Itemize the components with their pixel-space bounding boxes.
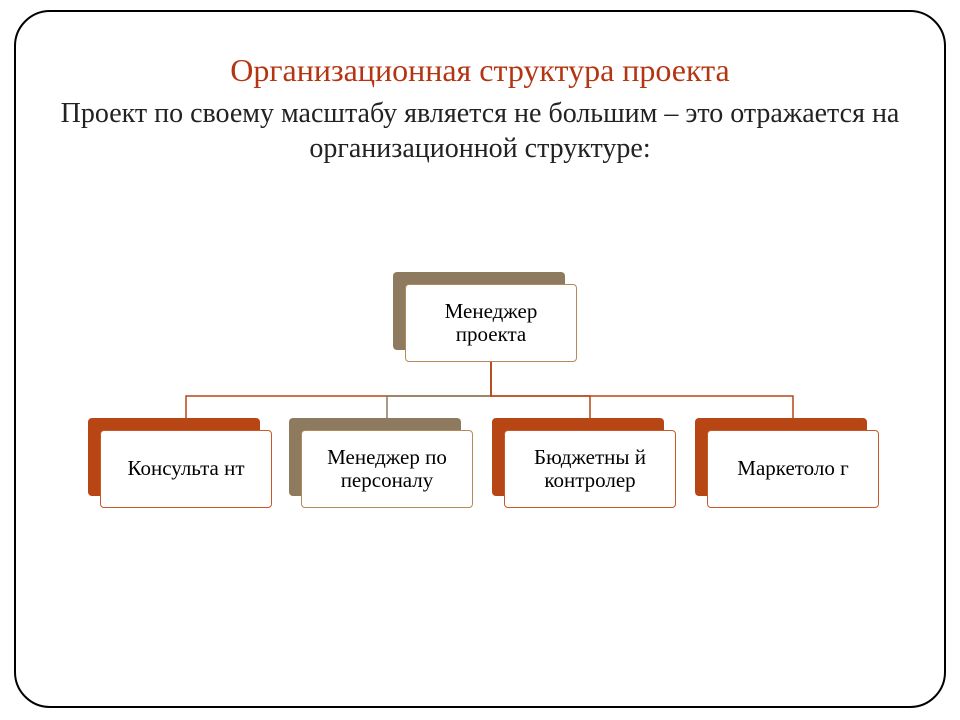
org-chart: Менеджер проекта Консульта нт Менеджер по … xyxy=(0,0,960,720)
org-node-root: Менеджер проекта xyxy=(405,284,577,362)
org-node-face: Маркетоло г xyxy=(707,430,879,508)
org-node-face: Менеджер проекта xyxy=(405,284,577,362)
org-node-face: Консульта нт xyxy=(100,430,272,508)
org-node-n3: Бюджетны й контролер xyxy=(504,430,676,508)
org-node-face: Менеджер по персоналу xyxy=(301,430,473,508)
org-node-face: Бюджетны й контролер xyxy=(504,430,676,508)
org-node-n1: Консульта нт xyxy=(100,430,272,508)
org-node-n2: Менеджер по персоналу xyxy=(301,430,473,508)
org-node-n4: Маркетоло г xyxy=(707,430,879,508)
